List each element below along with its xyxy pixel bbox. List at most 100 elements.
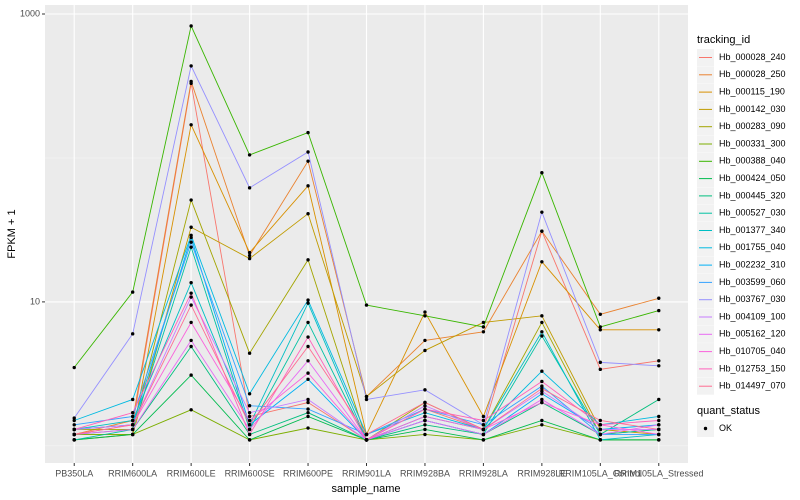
data-point bbox=[130, 432, 135, 437]
legend-label: Hb_001755_040 bbox=[719, 242, 786, 252]
legend-label: Hb_003767_030 bbox=[719, 294, 786, 304]
data-point bbox=[540, 400, 544, 405]
data-point bbox=[364, 394, 369, 399]
data-point bbox=[189, 295, 193, 299]
x-tick-label: RRIM928BA bbox=[400, 468, 450, 478]
data-point bbox=[540, 386, 544, 391]
data-point bbox=[189, 291, 193, 295]
legend-label: Hb_010705_040 bbox=[719, 346, 786, 356]
data-point bbox=[306, 320, 310, 325]
data-point bbox=[306, 359, 310, 363]
data-point bbox=[189, 123, 193, 127]
data-point bbox=[540, 229, 544, 233]
data-point bbox=[247, 410, 252, 415]
x-tick-label: PB350LA bbox=[55, 468, 93, 478]
legend-title: quant_status bbox=[697, 405, 760, 417]
data-point bbox=[657, 414, 661, 419]
points bbox=[72, 24, 661, 442]
data-point bbox=[130, 427, 135, 432]
legend: Hb_000028_240 Hb_000028_250 Hb_000115_190 H… bbox=[697, 49, 786, 437]
data-point bbox=[540, 397, 544, 402]
legend-label: OK bbox=[719, 423, 732, 433]
data-point bbox=[598, 427, 603, 432]
data-point bbox=[189, 225, 193, 229]
data-point bbox=[657, 359, 661, 363]
x-tick-label: RRIM600SE bbox=[225, 468, 275, 478]
data-point bbox=[306, 397, 310, 402]
data-point bbox=[481, 418, 486, 423]
x-tick-label: RRIM105LA_Stressed bbox=[614, 468, 704, 478]
x-tick-label: RRIM600PE bbox=[283, 468, 333, 478]
data-point bbox=[364, 438, 369, 442]
x-tick-label: RRIM928LE bbox=[517, 468, 566, 478]
data-point bbox=[306, 414, 310, 419]
data-point bbox=[657, 308, 661, 313]
data-point bbox=[130, 418, 135, 423]
y-tick-label: 10 bbox=[30, 296, 40, 306]
data-point bbox=[481, 320, 486, 325]
data-point bbox=[130, 397, 135, 402]
data-point bbox=[247, 418, 252, 423]
data-point bbox=[657, 364, 661, 368]
data-point bbox=[481, 438, 486, 442]
data-point bbox=[598, 418, 603, 423]
data-point bbox=[423, 310, 427, 314]
legend-label: Hb_014497_070 bbox=[719, 381, 786, 391]
data-point bbox=[130, 410, 135, 415]
data-point bbox=[481, 432, 486, 437]
data-point bbox=[540, 170, 544, 175]
data-point bbox=[657, 427, 661, 432]
legend-label: Hb_000445_320 bbox=[719, 190, 786, 200]
data-point bbox=[598, 328, 603, 332]
legend-label: Hb_000388_040 bbox=[719, 156, 786, 166]
data-point bbox=[481, 423, 486, 427]
data-point bbox=[247, 404, 252, 408]
data-point bbox=[189, 338, 193, 343]
data-point bbox=[189, 198, 193, 202]
data-point bbox=[540, 330, 544, 334]
data-point bbox=[364, 397, 369, 402]
data-point bbox=[657, 438, 661, 442]
data-point bbox=[657, 296, 661, 300]
data-point bbox=[189, 235, 193, 240]
data-point bbox=[189, 344, 193, 349]
data-point bbox=[189, 320, 193, 325]
data-point bbox=[540, 334, 544, 338]
data-point bbox=[657, 432, 661, 437]
data-point bbox=[189, 24, 193, 28]
data-point bbox=[306, 184, 310, 188]
data-point bbox=[306, 150, 310, 154]
data-point bbox=[540, 389, 544, 393]
data-point bbox=[423, 388, 427, 392]
data-point bbox=[306, 298, 310, 302]
data-point bbox=[189, 240, 193, 244]
data-point bbox=[306, 410, 310, 415]
data-point bbox=[130, 414, 135, 419]
y-axis-title: FPKM + 1 bbox=[6, 209, 18, 258]
data-point bbox=[306, 407, 310, 411]
legend-title: tracking_id bbox=[697, 34, 750, 46]
data-point bbox=[481, 414, 486, 419]
data-point bbox=[306, 371, 310, 375]
y-tick-label: 1000 bbox=[20, 8, 40, 18]
data-point bbox=[598, 423, 603, 427]
legend-label: Hb_000142_030 bbox=[719, 104, 786, 114]
data-point bbox=[247, 432, 252, 437]
legend-label: Hb_000028_240 bbox=[719, 52, 786, 62]
data-point bbox=[306, 211, 310, 216]
data-point bbox=[598, 325, 603, 329]
data-point bbox=[481, 330, 486, 334]
data-point bbox=[247, 414, 252, 419]
data-point bbox=[423, 432, 427, 437]
data-point bbox=[247, 438, 252, 442]
data-point bbox=[598, 360, 603, 365]
data-point bbox=[657, 418, 661, 423]
data-point bbox=[247, 256, 252, 261]
data-point bbox=[540, 320, 544, 325]
data-point bbox=[540, 369, 544, 373]
data-point bbox=[247, 427, 252, 432]
data-point bbox=[657, 397, 661, 402]
data-point bbox=[189, 245, 193, 249]
data-point bbox=[423, 414, 427, 419]
